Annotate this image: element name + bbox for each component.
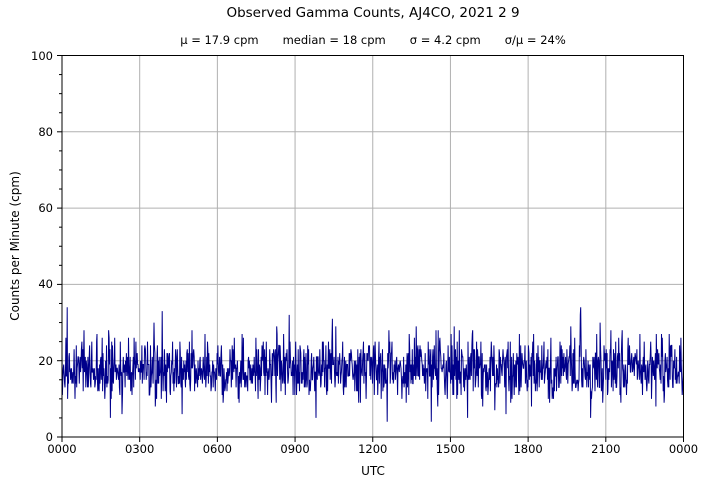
x-tick-label: 2100 (591, 442, 621, 456)
counts-series-line (61, 307, 684, 422)
x-tick-label: 0000 (47, 442, 77, 456)
stat-mean: μ = 17.9 cpm (180, 33, 259, 47)
chart-stats-line: μ = 17.9 cpm median = 18 cpm σ = 4.2 cpm… (62, 33, 684, 47)
x-tick-label: 1500 (435, 442, 466, 456)
y-tick-label: 80 (38, 124, 53, 139)
x-tick-label: 0300 (125, 442, 155, 456)
chart-title: Observed Gamma Counts, AJ4CO, 2021 2 9 (226, 5, 520, 21)
x-tick-label: 1200 (358, 442, 388, 456)
x-tick-label: 0900 (280, 442, 310, 456)
x-tick-label: 0600 (202, 442, 233, 456)
y-tick-label: 60 (38, 201, 53, 216)
y-tick-label: 100 (31, 48, 53, 63)
x-tick-label: 0000 (668, 442, 699, 456)
stat-sigma-over-mu: σ/μ = 24% (504, 33, 566, 47)
y-tick-label: 40 (38, 277, 53, 292)
stat-median: median = 18 cpm (282, 33, 386, 47)
x-tick-label: 1800 (513, 442, 543, 456)
y-tick-label: 0 (45, 430, 53, 444)
stat-sigma: σ = 4.2 cpm (409, 33, 481, 47)
x-axis-label: UTC (361, 464, 385, 478)
y-tick-label: 20 (38, 353, 53, 368)
